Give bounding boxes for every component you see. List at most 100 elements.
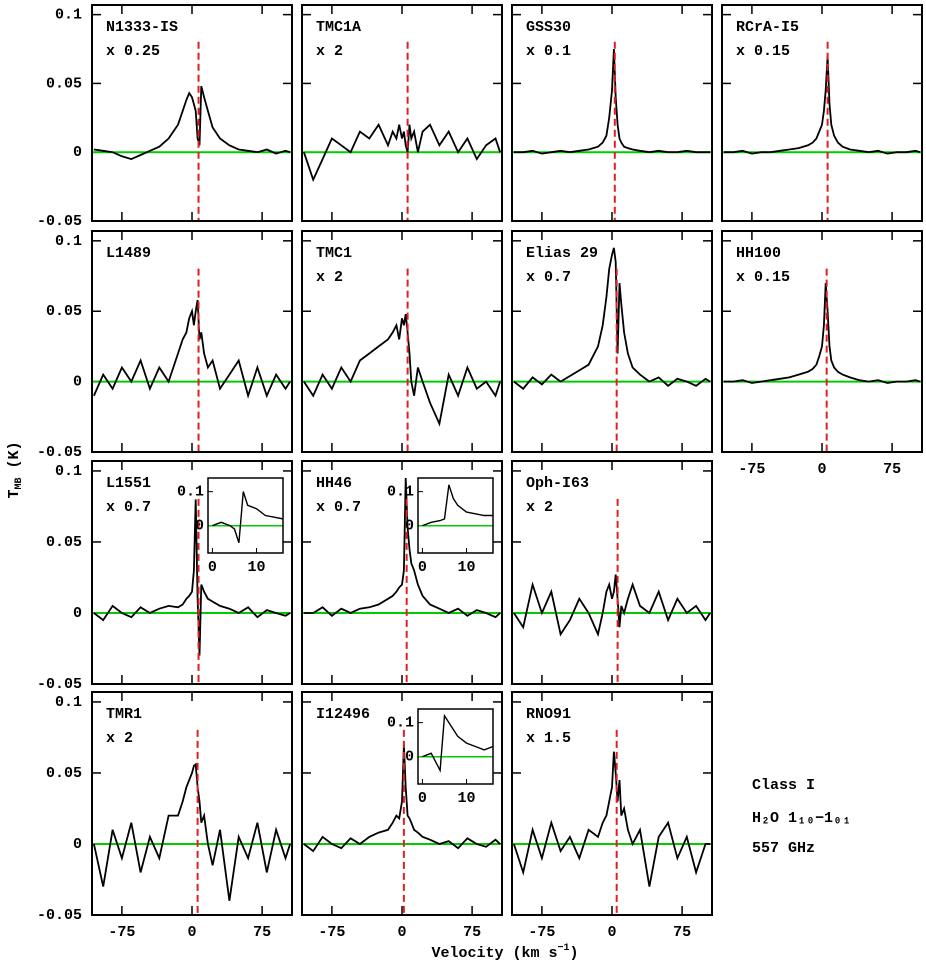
inset-y-tick-label: 0.1 <box>387 715 414 732</box>
inset-x-tick-label: 10 <box>458 790 476 807</box>
inset-x-tick-label: 0 <box>208 559 217 576</box>
inset-y-tick-label: 0.1 <box>177 484 204 501</box>
inset-spectrum <box>422 713 493 773</box>
y-tick-label: 0.05 <box>46 765 82 782</box>
spectrum <box>513 48 711 155</box>
panel-frame <box>91 691 293 916</box>
panel-title: GSS30 <box>526 19 571 36</box>
panel: -75 0 75 HH100 x 0.15 <box>721 230 923 478</box>
panel-frame <box>301 691 503 916</box>
spectrum <box>513 751 711 887</box>
spectrum <box>513 574 711 638</box>
y-tick-label: 0.05 <box>46 75 82 92</box>
panel-frame <box>511 460 713 685</box>
panel-title: Oph-I63 <box>526 475 589 492</box>
panel-scale: x 0.25 <box>106 43 160 60</box>
panel-frame <box>91 4 293 222</box>
panel: HH46 x 0.7 0.1 0 0 10 <box>301 460 503 685</box>
inset-x-tick-label: 10 <box>458 559 476 576</box>
annotation: 557 GHz <box>752 840 815 857</box>
x-tick-label: -75 <box>318 924 345 941</box>
spectrum <box>723 283 921 384</box>
x-tick-label: 0 <box>817 461 826 478</box>
inset-x-tick-label: 10 <box>248 559 266 576</box>
panel-title: I12496 <box>316 706 370 723</box>
x-tick-label: 75 <box>673 924 691 941</box>
spectrum <box>303 122 501 183</box>
y-label-unit: (K) <box>6 441 23 477</box>
panel-scale: x 0.7 <box>526 269 571 286</box>
inset-x-tick-label: 0 <box>418 790 427 807</box>
x-label-main: Velocity (km s <box>431 945 557 962</box>
panel-scale: x 0.7 <box>106 499 151 516</box>
y-tick-label: 0.05 <box>46 534 82 551</box>
x-tick-label: -75 <box>528 924 555 941</box>
panel-frame <box>91 460 293 685</box>
x-tick-label: -75 <box>738 461 765 478</box>
panel-scale: x 2 <box>106 730 133 747</box>
x-tick-label: 75 <box>883 461 901 478</box>
annotation: Class I <box>752 777 815 794</box>
x-label-sup: −1 <box>558 943 570 954</box>
panel: -75 0 75 I12496 0.1 0 0 10 <box>301 691 503 941</box>
panel: 0.1 0.05 0 -0.05 L1551 x 0.7 0.1 0 0 10 <box>37 460 293 693</box>
panel: Elias 29 x 0.7 <box>511 230 713 453</box>
x-label-end: ) <box>570 945 579 962</box>
inset-spectrum <box>212 491 283 544</box>
x-tick-label: 0 <box>397 924 406 941</box>
spectrum <box>93 299 291 399</box>
inset-y-tick-label: 0 <box>405 749 414 766</box>
panel: GSS30 x 0.1 <box>511 4 713 222</box>
inset-x-tick-label: 0 <box>418 559 427 576</box>
annotation: H₂O 1₁₀−1₀₁ <box>752 810 851 827</box>
x-axis-label: Velocity (km s−1) <box>431 943 578 962</box>
inset-frame <box>417 477 494 554</box>
spectrum <box>303 744 501 853</box>
inset-bg <box>418 709 493 784</box>
y-tick-label: -0.05 <box>37 676 82 693</box>
x-tick-label: 0 <box>607 924 616 941</box>
panel-scale: x 1.5 <box>526 730 571 747</box>
panel: Oph-I63 x 2 <box>511 460 713 685</box>
panel-frame <box>511 230 713 453</box>
x-tick-label: -75 <box>108 924 135 941</box>
inset-bg <box>418 478 493 553</box>
y-tick-label: 0 <box>73 836 82 853</box>
spectrum <box>303 477 501 619</box>
panel: TMC1 x 2 <box>301 230 503 453</box>
panel-title: TMR1 <box>106 706 142 723</box>
y-label-main: T <box>6 490 23 499</box>
spectrum <box>93 85 291 161</box>
panel-frame <box>511 4 713 222</box>
spectrum <box>303 313 501 427</box>
panel-scale: x 0.15 <box>736 43 790 60</box>
panel-frame <box>511 691 713 916</box>
x-tick-label: 0 <box>187 924 196 941</box>
panel-frame <box>301 460 503 685</box>
inset-bg <box>208 478 283 553</box>
inset-spectrum <box>422 484 493 527</box>
y-tick-label: 0.1 <box>55 463 82 480</box>
panel-title: RCrA-I5 <box>736 19 799 36</box>
panel-frame <box>721 230 923 453</box>
panel-frame <box>91 230 293 453</box>
inset-y-tick-label: 0.1 <box>387 484 414 501</box>
panel-frame <box>721 4 923 222</box>
panel: 0.1 0.05 0 -0.05 L1489 <box>37 230 293 461</box>
inset-y-tick-label: 0 <box>405 518 414 535</box>
y-tick-label: 0.05 <box>46 303 82 320</box>
y-tick-label: 0.1 <box>55 233 82 250</box>
panel-title: RNO91 <box>526 706 571 723</box>
y-tick-label: 0 <box>73 374 82 391</box>
spectrum <box>513 247 711 390</box>
panel-scale: x 2 <box>526 499 553 516</box>
panel-frame <box>301 230 503 453</box>
y-tick-label: 0.1 <box>55 7 82 24</box>
panel-title: L1551 <box>106 475 151 492</box>
spectrum <box>723 55 921 155</box>
inset-frame <box>417 708 494 785</box>
y-axis-label: TMB (K) <box>6 441 25 498</box>
panel-frame <box>301 4 503 222</box>
panel-scale: x 0.15 <box>736 269 790 286</box>
